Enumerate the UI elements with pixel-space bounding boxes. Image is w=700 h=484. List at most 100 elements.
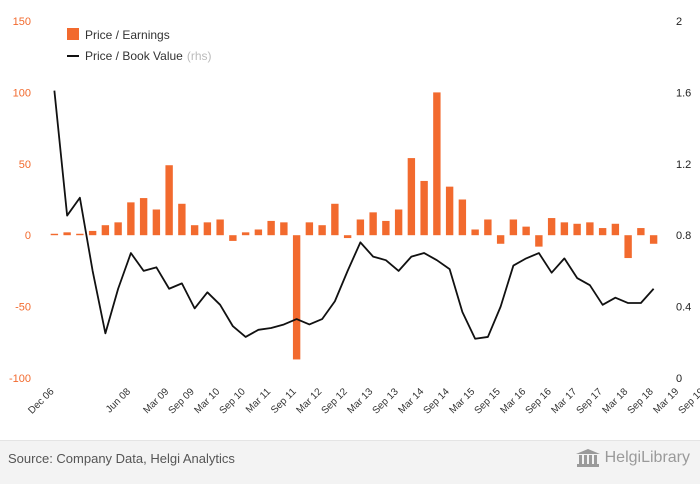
pe-bar <box>382 220 390 236</box>
pe-bar <box>560 222 569 236</box>
pe-bar <box>331 203 339 236</box>
pe-bar <box>547 218 556 236</box>
chart-svg: 150 100 50 0 -50 -100 2 1.6 1.2 0.8 0.4 0 Dec 06 Ju… <box>9 16 700 417</box>
pe-bar <box>637 228 645 236</box>
pe-bar <box>407 158 416 236</box>
x-axis-tick-label: Mar 10 <box>192 386 222 416</box>
pe-bar <box>63 232 71 236</box>
pe-bar <box>356 219 365 236</box>
x-axis-tick-label: Sep 13 <box>371 386 401 416</box>
pe-bar <box>535 235 543 247</box>
x-axis-tick-label: Mar 09 <box>141 386 171 416</box>
pe-bar <box>152 209 161 236</box>
x-axis-tick-label: Sep 17 <box>575 386 605 416</box>
pe-bar <box>420 180 428 236</box>
left-axis-tick-label: 150 <box>13 16 31 28</box>
right-axis-tick-label: 1.2 <box>676 159 691 171</box>
pe-bars <box>50 92 658 360</box>
pe-bar <box>114 222 122 236</box>
pe-bar <box>522 226 530 236</box>
pe-bar <box>433 92 441 236</box>
pe-bar <box>76 233 84 236</box>
x-axis-tick-label: Mar 14 <box>396 386 426 416</box>
pe-bar <box>127 202 135 236</box>
right-axis-tick-label: 0.4 <box>676 302 691 314</box>
pe-bar <box>280 222 288 236</box>
pb-line <box>53 90 655 340</box>
x-axis-tick-label: Sep 15 <box>473 386 503 416</box>
right-axis-tick-label: 0.8 <box>676 230 691 242</box>
pe-bar <box>649 235 658 244</box>
pe-bar <box>496 235 505 244</box>
pe-bar <box>573 223 581 236</box>
pe-bar <box>394 209 403 236</box>
pe-bar <box>318 225 326 236</box>
x-axis-tick-label: Mar 18 <box>600 386 630 416</box>
x-axis-tick-label: Sep 18 <box>626 386 656 416</box>
pe-bar <box>292 235 301 360</box>
pe-bar <box>624 235 632 259</box>
left-axis-tick-label: 0 <box>25 230 31 242</box>
pe-bar <box>445 186 454 236</box>
pe-bar <box>216 219 224 236</box>
pe-bar <box>611 223 620 236</box>
x-axis-tick-label: Mar 19 <box>651 386 681 416</box>
pe-bar <box>471 229 479 236</box>
x-axis-tick-label: Sep 09 <box>167 386 197 416</box>
pb-line-group <box>53 90 655 340</box>
library-building-icon <box>575 449 600 467</box>
legend-label-pb: Price / Book Value (rhs) <box>85 49 212 63</box>
pe-bar <box>369 212 377 236</box>
x-axis-tick-label: Mar 13 <box>345 386 375 416</box>
x-axis-tick-label: Sep 14 <box>422 386 452 416</box>
legend-swatch-pe <box>67 28 79 40</box>
brand-name: HelgiLibrary <box>604 449 690 466</box>
footer-band <box>0 440 700 484</box>
left-axis-tick-label: -100 <box>9 373 31 385</box>
pe-bar <box>458 199 467 236</box>
pe-bar <box>50 233 59 236</box>
pe-bar <box>484 219 492 236</box>
pe-bar <box>203 222 212 236</box>
pe-bar <box>139 198 148 236</box>
pe-bar <box>88 230 97 236</box>
pe-bar <box>241 232 250 236</box>
pe-bar <box>305 222 314 236</box>
pe-bar <box>343 235 352 239</box>
left-axis-tick-label: 100 <box>13 87 31 99</box>
right-axis-tick-label: 2 <box>676 16 682 28</box>
pe-bar <box>229 235 237 241</box>
x-axis-tick-label: Mar 15 <box>447 386 477 416</box>
x-axis-tick-label: Jun 08 <box>104 386 133 415</box>
pe-bar <box>254 229 263 236</box>
pe-bar <box>178 203 186 236</box>
pe-bar <box>165 165 173 236</box>
legend: Price / Earnings Price / Book Value (rhs) <box>67 28 212 63</box>
pe-bar <box>598 228 607 236</box>
x-axis-tick-label: Sep 12 <box>320 386 350 416</box>
right-axis-tick-label: 0 <box>676 373 682 385</box>
x-axis-tick-label: Sep 19 <box>677 386 700 416</box>
x-axis-tick-label: Mar 12 <box>294 386 324 416</box>
brand-logo[interactable]: HelgiLibrary <box>575 448 690 468</box>
x-axis-tick-label: Sep 10 <box>218 386 248 416</box>
right-axis-tick-label: 1.6 <box>676 87 691 99</box>
x-axis-tick-label: Mar 17 <box>549 386 579 416</box>
pe-bar <box>190 225 199 236</box>
legend-label-pe: Price / Earnings <box>85 28 170 42</box>
x-axis-tick-label: Dec 06 <box>26 386 56 416</box>
x-axis-tick-label: Sep 11 <box>269 386 299 416</box>
source-note: Source: Company Data, Helgi Analytics <box>8 451 235 466</box>
pe-bar <box>101 225 110 236</box>
pe-bar <box>267 220 275 236</box>
left-axis-tick-label: -50 <box>15 302 31 314</box>
left-axis-tick-label: 50 <box>19 159 31 171</box>
pe-bar <box>586 222 594 236</box>
x-axis-tick-label: Mar 11 <box>244 386 274 416</box>
pe-bar <box>509 219 518 236</box>
x-axis-tick-label: Sep 16 <box>524 386 554 416</box>
x-axis-tick-label: Mar 16 <box>498 386 528 416</box>
left-axis: 150 100 50 0 -50 -100 <box>9 16 31 385</box>
